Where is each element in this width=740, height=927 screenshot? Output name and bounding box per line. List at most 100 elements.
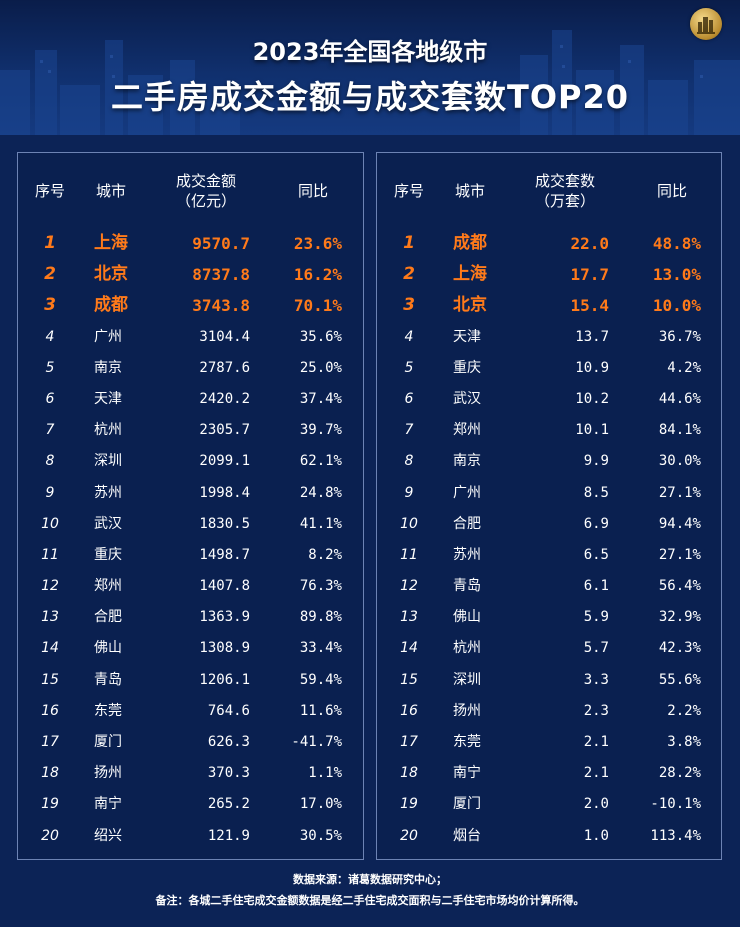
cell-rank: 17 [41, 734, 59, 750]
city-skyline-background [0, 30, 740, 135]
cell-city: 佛山 [453, 609, 481, 626]
cell-value: 764.6 [207, 702, 250, 719]
cell-yoy: 56.4% [658, 578, 701, 595]
table-row: 12 青岛 6.1 56.4% [377, 571, 721, 602]
cell-rank: 19 [400, 796, 418, 813]
cell-rank: 14 [400, 640, 418, 657]
cell-value: 1498.7 [199, 546, 250, 563]
cell-value: 22.0 [570, 234, 609, 253]
cell-rank: 18 [400, 765, 418, 782]
cell-yoy: 89.8% [299, 609, 342, 626]
cell-city: 绍兴 [94, 827, 122, 844]
cell-yoy: 23.6% [293, 234, 342, 253]
cell-city: 扬州 [94, 765, 122, 782]
cell-yoy: 41.1% [299, 515, 342, 532]
cell-rank: 14 [41, 640, 59, 657]
table-row: 2 上海 17.7 13.0% [377, 259, 721, 290]
cell-rank: 15 [41, 671, 59, 688]
cell-city: 厦门 [453, 796, 481, 813]
cell-city: 天津 [453, 328, 481, 345]
cell-rank: 4 [404, 328, 414, 345]
cell-rank: 17 [400, 734, 418, 750]
table-row: 4 广州 3104.4 35.6% [18, 322, 363, 353]
cell-value: 2305.7 [199, 422, 250, 439]
table-row: 7 郑州 10.1 84.1% [377, 415, 721, 446]
cell-yoy: 84.1% [658, 422, 701, 439]
cell-yoy: 39.7% [299, 422, 342, 439]
cell-value: 2.1 [583, 765, 609, 782]
cell-city: 东莞 [94, 702, 122, 719]
cell-rank: 5 [404, 359, 414, 376]
table-row: 20 绍兴 121.9 30.5% [18, 821, 363, 852]
amount-table-header: 序号 城市 成交金额 （亿元） 同比 [18, 171, 363, 215]
table-row: 7 杭州 2305.7 39.7% [18, 415, 363, 446]
cell-value: 3.3 [583, 671, 609, 688]
header-banner: 2023年全国各地级市 二手房成交金额与成交套数TOP20 [0, 0, 740, 135]
cell-yoy: 44.6% [658, 390, 701, 407]
cell-value: 3104.4 [199, 328, 250, 345]
table-row: 10 武汉 1830.5 41.1% [18, 509, 363, 540]
cell-value: 10.9 [575, 359, 609, 376]
cell-yoy: 1.1% [308, 765, 342, 782]
table-row: 9 广州 8.5 27.1% [377, 478, 721, 509]
cell-value: 6.5 [583, 546, 609, 563]
cell-yoy: 28.2% [658, 765, 701, 782]
table-row: 14 杭州 5.7 42.3% [377, 633, 721, 664]
cell-rank: 13 [41, 609, 59, 626]
cell-yoy: 3.8% [667, 734, 701, 750]
cell-value: 1407.8 [199, 578, 250, 595]
table-row: 18 扬州 370.3 1.1% [18, 758, 363, 789]
header-rank: 序号 [393, 182, 424, 200]
cell-rank: 10 [41, 515, 59, 532]
cell-rank: 1 [44, 233, 56, 253]
cell-yoy: 30.5% [299, 827, 342, 844]
cell-value: 1830.5 [199, 515, 250, 532]
header-units-line2: （万套） [534, 192, 595, 210]
cell-rank: 2 [403, 264, 415, 285]
cell-yoy: 37.4% [299, 390, 342, 407]
cell-city: 杭州 [453, 640, 481, 657]
cell-city: 深圳 [94, 453, 122, 470]
cell-city: 重庆 [94, 546, 122, 563]
table-row: 20 烟台 1.0 113.4% [377, 821, 721, 852]
table-row: 5 重庆 10.9 4.2% [377, 353, 721, 384]
table-row: 11 苏州 6.5 27.1% [377, 540, 721, 571]
cell-rank: 12 [41, 578, 59, 595]
table-row: 5 南京 2787.6 25.0% [18, 353, 363, 384]
cell-rank: 9 [45, 484, 55, 501]
cell-value: 2099.1 [199, 453, 250, 470]
header-amount: 成交金额 （亿元） [158, 171, 254, 211]
table-row: 3 成都 3743.8 70.1% [18, 290, 363, 321]
cell-city: 苏州 [453, 546, 481, 563]
units-table-panel: 序号 城市 成交套数 （万套） 同比 1 成都 22.0 48.8% 2 上海 17.7 13… [376, 152, 722, 860]
cell-city: 郑州 [94, 578, 122, 595]
data-source: 数据来源：诸葛数据研究中心； [293, 873, 447, 886]
cell-value: 2.3 [583, 702, 609, 719]
cell-yoy: 16.2% [293, 265, 342, 285]
header-units: 成交套数 （万套） [517, 171, 613, 211]
cell-yoy: 70.1% [293, 296, 342, 316]
cell-rank: 15 [400, 671, 418, 688]
cell-value: 2.1 [583, 734, 609, 750]
cell-yoy: 59.4% [299, 671, 342, 688]
table-row: 15 青岛 1206.1 59.4% [18, 665, 363, 696]
header-amount-line2: （亿元） [175, 192, 236, 210]
table-row: 10 合肥 6.9 94.4% [377, 509, 721, 540]
table-row: 19 南宁 265.2 17.0% [18, 789, 363, 820]
cell-value: 1.0 [583, 827, 609, 844]
cell-rank: 10 [400, 515, 418, 532]
cell-rank: 18 [41, 765, 59, 782]
cell-yoy: 32.9% [658, 609, 701, 626]
cell-value: 9.9 [583, 453, 609, 470]
cell-yoy: 30.0% [658, 453, 701, 470]
cell-yoy: 113.4% [650, 827, 701, 844]
cell-yoy: -10.1% [650, 796, 701, 813]
cell-city: 佛山 [94, 640, 122, 657]
cell-rank: 13 [400, 609, 418, 626]
cell-yoy: 2.2% [667, 702, 701, 719]
cell-value: 6.1 [583, 578, 609, 595]
table-row: 15 深圳 3.3 55.6% [377, 665, 721, 696]
cell-value: 626.3 [207, 734, 250, 750]
cell-city: 合肥 [453, 515, 481, 532]
units-table-header: 序号 城市 成交套数 （万套） 同比 [377, 171, 721, 215]
